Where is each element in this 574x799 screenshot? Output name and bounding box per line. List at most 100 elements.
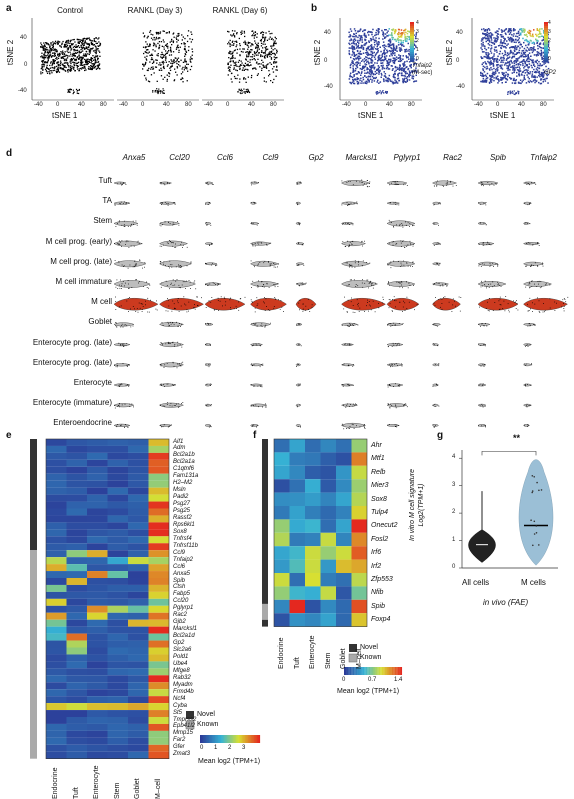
scatter-point [403,32,405,34]
violin-point [260,345,261,346]
scatter-point [378,28,380,30]
scatter-point [85,69,86,70]
violin-point [399,343,400,344]
scatter-point [394,71,396,73]
violin-point [129,297,130,298]
scatter-point [247,51,248,52]
scatter-point [483,51,485,53]
scatter-point [242,70,243,71]
violin-point [148,288,149,289]
scatter-point [484,61,486,63]
scatter-point [487,32,489,34]
violin-point [207,183,208,184]
scatter-point [514,29,516,31]
violin-point [343,428,344,429]
scatter-point [496,60,498,62]
scatter-point [393,45,395,47]
scatter-point [522,81,524,83]
scatter-point [514,50,516,52]
scatter-point [234,50,235,51]
violin-point [210,344,211,345]
violin-point [167,402,168,403]
scatter-point [487,52,489,54]
scatter-point [540,78,542,80]
scatter-point [353,80,355,82]
scatter-point [184,38,185,39]
violin-point [450,182,451,183]
violin-point [410,266,411,267]
violin-point [194,307,195,308]
scatter-point [536,71,538,73]
violin-point [483,184,484,185]
scatter-point [97,55,98,56]
scatter-point [496,51,498,53]
violin-point [409,223,410,224]
scatter-point [357,78,359,80]
scatter-point [364,58,366,60]
violin-point [120,345,121,346]
violin-point [342,241,343,242]
scatter-point [244,36,245,37]
scatter-point [361,71,363,73]
scatter-point [492,59,494,61]
violin-point [390,404,391,405]
scatter-point [246,91,247,92]
scatter-point [382,53,384,55]
violin-point [484,326,485,327]
scatter-point [393,43,395,45]
scatter-point [396,51,398,53]
scatter-point [361,37,363,39]
violin-point [161,283,162,284]
scatter-point [145,47,146,48]
scatter-point [236,32,237,33]
scatter-point [89,37,90,38]
scatter-point [523,32,525,34]
scatter-point [98,41,99,42]
scatter-point [71,59,72,60]
violin-point [347,311,348,312]
scatter-point [531,76,533,78]
scatter-point [160,64,161,65]
scatter-point [396,56,398,58]
scatter-point [66,59,67,60]
scatter-point [349,34,351,36]
scatter-point [245,44,246,45]
violin-point [484,364,485,365]
violin-point [119,222,120,223]
violin-point [479,385,480,386]
violin-point [486,308,487,309]
scatter-point [98,58,99,59]
scatter-point [391,44,393,46]
scatter-point [501,79,503,81]
scatter-point [235,63,236,64]
violin-point [401,263,402,264]
scatter-point [507,52,509,54]
violin-point [433,324,434,325]
violin-point [170,405,171,406]
violin-point [391,405,392,406]
scatter-point [162,91,163,92]
scatter-point [407,79,409,81]
violin-point [390,202,391,203]
violin-point [353,305,354,306]
violin-point [529,284,530,285]
violin-point [492,286,493,287]
violin-point [391,365,392,366]
violin-point [440,263,441,264]
violin-point [434,303,435,304]
scatter-point [275,57,276,58]
violin-shape [433,202,441,204]
violin-point [393,241,394,242]
scatter-point [74,92,75,93]
scatter-point [53,46,54,47]
scatter-point [271,64,272,65]
scatter-point [533,62,535,64]
scatter-point [507,55,509,57]
violin-point [483,344,484,345]
scatter-point [400,33,402,35]
violin-point [172,242,173,243]
violin-point [367,280,368,281]
violin-point [133,306,134,307]
scatter-point [230,46,231,47]
scatter-point [241,61,242,62]
